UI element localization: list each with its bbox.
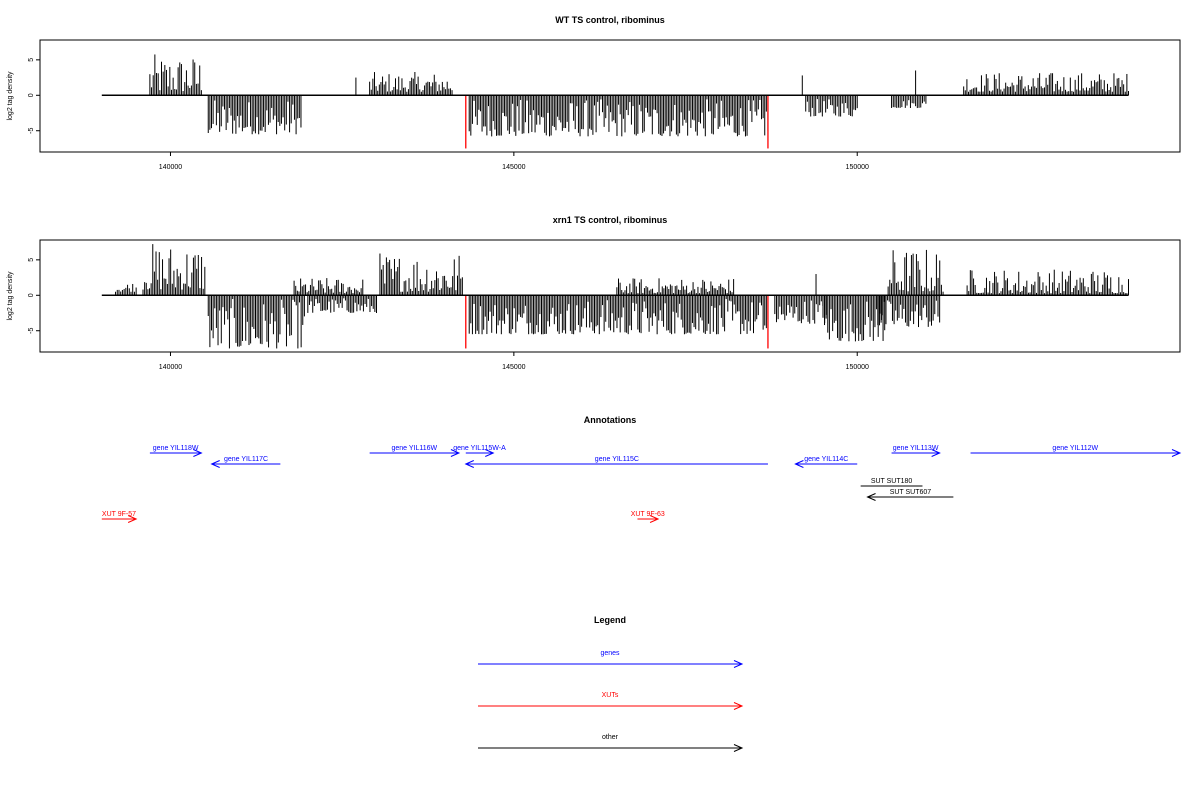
- arrow-head: [733, 660, 744, 668]
- y-tick-label: 5: [28, 58, 35, 62]
- legend-label: genes: [600, 650, 620, 657]
- y-axis: -5 0 5: [28, 58, 40, 134]
- feature-label: SUT SUT607: [890, 489, 932, 496]
- legend-label: other: [602, 734, 619, 741]
- x-axis: 140000 145000 150000: [159, 352, 869, 371]
- arrow-head: [733, 702, 744, 710]
- arrow-head: [794, 460, 804, 468]
- arrow-head: [193, 449, 203, 457]
- panel-wt-ts-control: WT TS control, ribominus log2 tag densit…: [7, 15, 1181, 171]
- marker-lines: [465, 295, 769, 349]
- annotation-feature: gene YIL115C: [464, 456, 768, 468]
- y-axis-label: log2 tag density: [7, 271, 14, 321]
- annotation-feature: XUT 9F-63: [631, 511, 665, 523]
- plot-frame: [39, 39, 1181, 153]
- legend-title: Legend: [594, 615, 626, 625]
- legend: Legend genes XUTs other: [478, 615, 744, 752]
- annotation-feature: gene YIL117C: [210, 456, 281, 468]
- panel-title: xrn1 TS control, ribominus: [553, 215, 668, 225]
- panel-title: WT TS control, ribominus: [555, 15, 665, 25]
- y-axis: -5 0 5: [28, 258, 40, 334]
- arrow-head: [931, 449, 941, 457]
- annotations-title: Annotations: [584, 415, 637, 425]
- signal-bars: [115, 244, 1129, 349]
- legend-entry: XUTs: [478, 692, 744, 710]
- annotation-feature: SUT SUT180: [860, 478, 923, 487]
- annotation-feature: gene YIL118W: [149, 445, 203, 457]
- feature-label: XUT 9F-63: [631, 511, 665, 518]
- annotation-feature: SUT SUT607: [866, 489, 954, 501]
- x-tick-label: 150000: [846, 364, 869, 371]
- annotation-features: gene YIL118W gene YIL117C gene YIL116W gene…: [101, 445, 1182, 523]
- annotation-feature: gene YIL113W: [891, 445, 941, 457]
- y-tick-label: -5: [28, 128, 35, 134]
- arrow-head: [210, 460, 220, 468]
- feature-label: gene YIL112W: [1052, 445, 1098, 452]
- feature-label: SUT SUT180: [871, 478, 913, 485]
- x-tick-label: 150000: [846, 164, 869, 171]
- x-tick-label: 145000: [502, 164, 525, 171]
- x-tick-label: 145000: [502, 364, 525, 371]
- arrow-head: [127, 515, 138, 523]
- feature-label: gene YIL118W: [153, 445, 199, 452]
- arrow-head: [649, 515, 660, 523]
- feature-label: gene YIL117C: [224, 456, 268, 463]
- y-tick-label: 0: [28, 293, 35, 297]
- legend-entries: genes XUTs other: [478, 650, 744, 752]
- feature-label: gene YIL114C: [804, 456, 848, 463]
- arrow-head: [450, 449, 461, 457]
- feature-label: gene YIL116W: [391, 445, 437, 452]
- y-axis-label: log2 tag density: [7, 71, 14, 121]
- signal-bars: [149, 54, 1129, 137]
- marker-lines: [465, 95, 769, 149]
- legend-entry: genes: [478, 650, 744, 668]
- arrow-head: [464, 460, 474, 468]
- y-tick-label: 5: [28, 258, 35, 262]
- x-tick-label: 140000: [159, 164, 182, 171]
- plot-frame: [39, 239, 1181, 353]
- feature-label: gene YIL115C: [595, 456, 639, 463]
- annotation-feature: gene YIL112W: [970, 445, 1182, 457]
- legend-label: XUTs: [602, 692, 619, 699]
- arrow-head: [733, 744, 744, 752]
- x-tick-label: 140000: [159, 364, 182, 371]
- annotation-feature: gene YIL114C: [794, 456, 858, 468]
- y-tick-label: 0: [28, 93, 35, 97]
- arrow-head: [866, 493, 876, 501]
- y-tick-label: -5: [28, 328, 35, 334]
- annotation-feature: gene YIL115W-A: [453, 445, 506, 457]
- arrow-head: [1171, 449, 1182, 457]
- annotation-feature: gene YIL116W: [369, 445, 461, 457]
- panel-xrn1-ts-control: xrn1 TS control, ribominus log2 tag dens…: [7, 215, 1181, 371]
- feature-label: gene YIL115W-A: [453, 445, 506, 452]
- arrow-head: [485, 449, 495, 457]
- legend-entry: other: [478, 734, 744, 752]
- x-axis: 140000 145000 150000: [159, 152, 869, 171]
- annotation-feature: XUT 9F-57: [101, 511, 138, 523]
- feature-label: gene YIL113W: [893, 445, 939, 452]
- feature-label: XUT 9F-57: [102, 511, 136, 518]
